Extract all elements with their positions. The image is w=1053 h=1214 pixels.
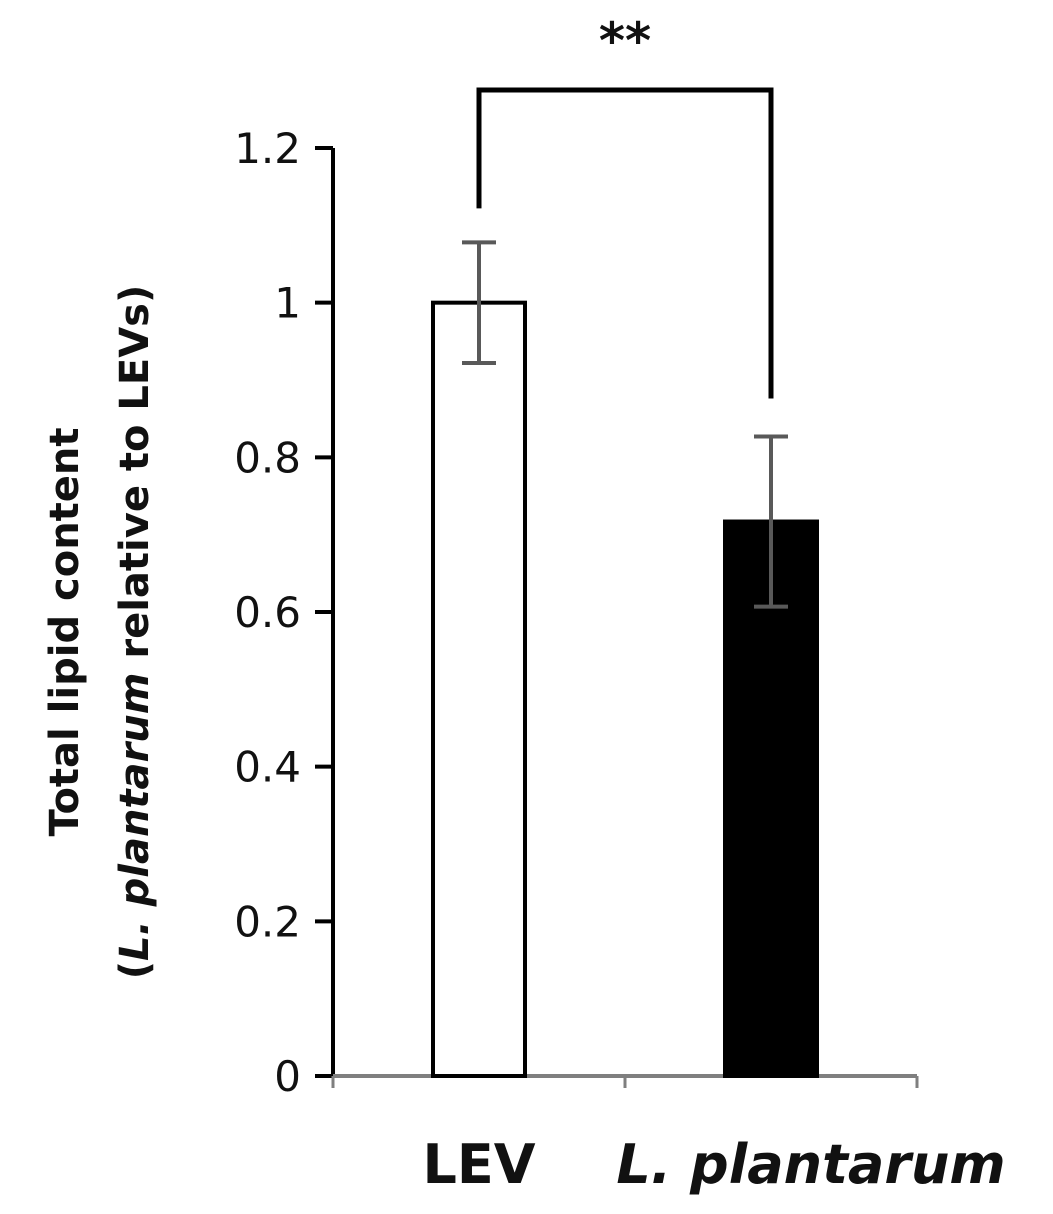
category-labels: LEV L. plantarum	[422, 1133, 1005, 1196]
significance-label: **	[599, 12, 651, 70]
axes: 0 0.2 0.4 0.6 0.8 1 1.2	[234, 124, 919, 1101]
y-axis-title-rest: relative to LEVs)	[112, 285, 158, 673]
significance-bracket-line	[476, 87, 774, 399]
y-axis-title-line-2: (L. plantarum relative to LEVs)	[112, 285, 158, 980]
x-category-label: L. plantarum	[616, 1133, 1005, 1196]
y-tick-label: 0.4	[234, 743, 301, 792]
y-axis-title-line-1: Total lipid content	[42, 427, 88, 836]
error-bars	[462, 240, 788, 609]
y-axis-title-species: L. plantarum	[112, 673, 158, 961]
bar-lev	[431, 300, 527, 1078]
x-category-label: LEV	[422, 1133, 535, 1196]
y-tick-label: 0.2	[234, 897, 301, 946]
y-tick-label: 1.2	[234, 124, 301, 173]
bars	[431, 300, 819, 1078]
bar-l-plantarum	[723, 519, 819, 1078]
y-tick-label: 1	[274, 279, 301, 328]
y-tick-label: 0.6	[234, 588, 301, 637]
y-axis-title: Total lipid content (L. plantarum relati…	[42, 285, 158, 980]
significance-bracket: **	[476, 12, 774, 399]
y-tick-label: 0.8	[234, 433, 301, 482]
y-axis-title-open-paren: (	[112, 961, 158, 979]
y-tick-label: 0	[274, 1052, 301, 1101]
